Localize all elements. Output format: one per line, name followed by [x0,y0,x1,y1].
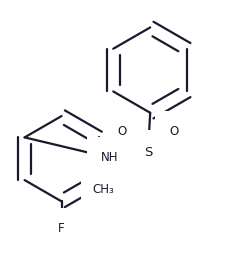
Text: O: O [169,125,178,138]
Text: S: S [143,146,151,159]
Text: NH: NH [101,151,118,164]
Text: F: F [58,222,65,235]
Text: O: O [117,125,126,138]
Text: CH₃: CH₃ [92,183,114,196]
